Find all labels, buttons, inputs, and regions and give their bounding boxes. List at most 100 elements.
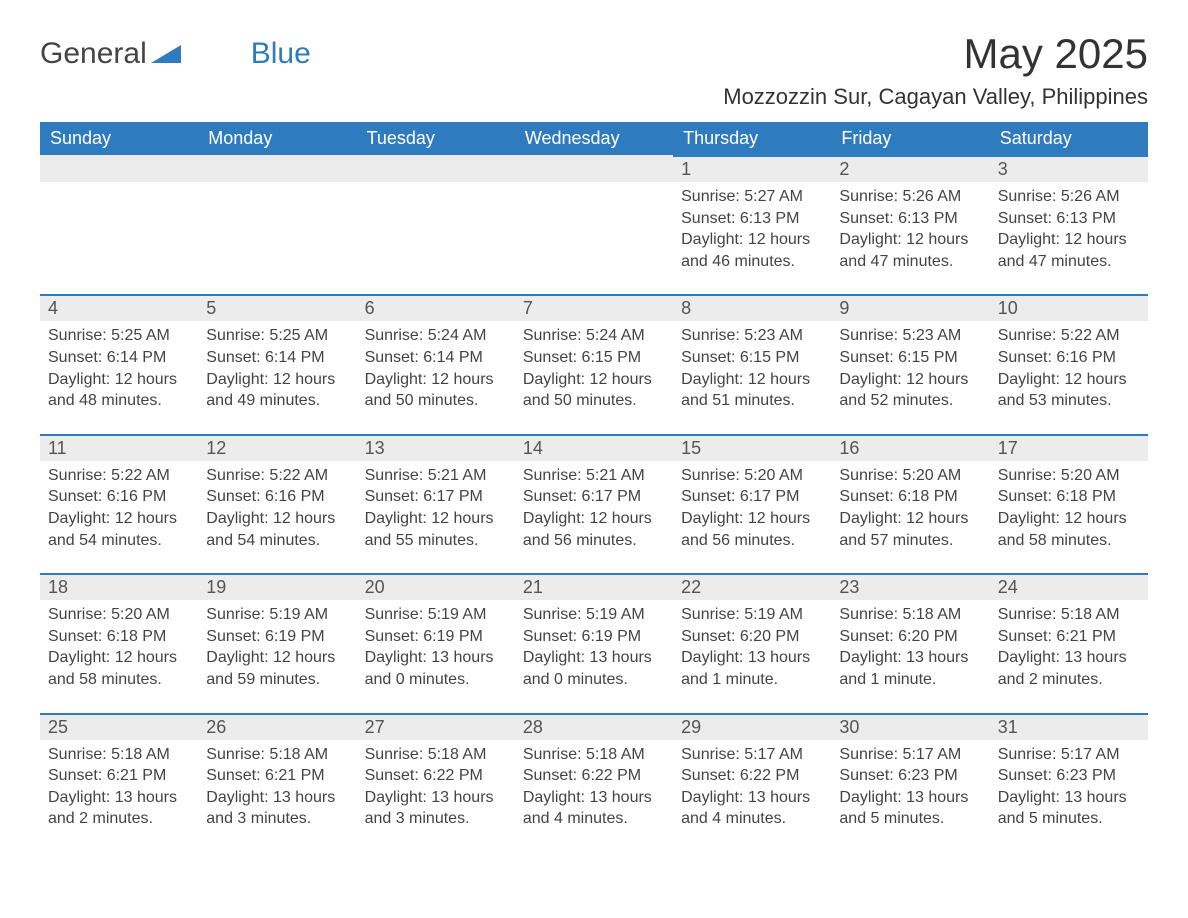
sunset-text: Sunset: 6:15 PM	[839, 347, 981, 369]
day-cell: Sunrise: 5:22 AMSunset: 6:16 PMDaylight:…	[40, 461, 198, 551]
day1-text: Daylight: 13 hours	[681, 647, 823, 669]
day-cell: Sunrise: 5:22 AMSunset: 6:16 PMDaylight:…	[990, 321, 1148, 411]
sunset-text: Sunset: 6:16 PM	[998, 347, 1140, 369]
sunrise-text: Sunrise: 5:19 AM	[523, 604, 665, 626]
sunrise-text: Sunrise: 5:24 AM	[523, 325, 665, 347]
sunset-text: Sunset: 6:20 PM	[839, 626, 981, 648]
day-cell: Sunrise: 5:26 AMSunset: 6:13 PMDaylight:…	[990, 182, 1148, 272]
day2-text: and 2 minutes.	[48, 808, 190, 830]
day-cell: Sunrise: 5:24 AMSunset: 6:15 PMDaylight:…	[515, 321, 673, 411]
day2-text: and 57 minutes.	[839, 530, 981, 552]
sunrise-text: Sunrise: 5:20 AM	[48, 604, 190, 626]
day-number: 1	[673, 155, 831, 182]
sunrise-text: Sunrise: 5:20 AM	[681, 465, 823, 487]
day-number: 15	[673, 434, 831, 461]
day2-text: and 47 minutes.	[839, 251, 981, 273]
day-header: Friday	[831, 122, 989, 155]
day1-text: Daylight: 12 hours	[48, 508, 190, 530]
sunset-text: Sunset: 6:23 PM	[998, 765, 1140, 787]
day-cell: Sunrise: 5:22 AMSunset: 6:16 PMDaylight:…	[198, 461, 356, 551]
day-cell: Sunrise: 5:17 AMSunset: 6:22 PMDaylight:…	[673, 740, 831, 830]
sunset-text: Sunset: 6:14 PM	[365, 347, 507, 369]
logo-text-blue: Blue	[251, 37, 311, 71]
calendar-table: SundayMondayTuesdayWednesdayThursdayFrid…	[40, 122, 1148, 830]
day2-text: and 53 minutes.	[998, 390, 1140, 412]
day2-text: and 5 minutes.	[998, 808, 1140, 830]
day-cell: Sunrise: 5:20 AMSunset: 6:17 PMDaylight:…	[673, 461, 831, 551]
day1-text: Daylight: 12 hours	[48, 369, 190, 391]
day1-text: Daylight: 12 hours	[839, 229, 981, 251]
day-cell: Sunrise: 5:18 AMSunset: 6:20 PMDaylight:…	[831, 600, 989, 690]
day-number	[40, 155, 198, 182]
sunrise-text: Sunrise: 5:25 AM	[206, 325, 348, 347]
sunrise-text: Sunrise: 5:26 AM	[839, 186, 981, 208]
day2-text: and 58 minutes.	[998, 530, 1140, 552]
sunrise-text: Sunrise: 5:18 AM	[523, 744, 665, 766]
day-number: 18	[40, 573, 198, 600]
sunrise-text: Sunrise: 5:17 AM	[998, 744, 1140, 766]
day1-text: Daylight: 12 hours	[365, 508, 507, 530]
sunrise-text: Sunrise: 5:19 AM	[681, 604, 823, 626]
day1-text: Daylight: 13 hours	[365, 647, 507, 669]
day-number: 14	[515, 434, 673, 461]
sunrise-text: Sunrise: 5:27 AM	[681, 186, 823, 208]
day-cell: Sunrise: 5:25 AMSunset: 6:14 PMDaylight:…	[40, 321, 198, 411]
day2-text: and 48 minutes.	[48, 390, 190, 412]
day1-text: Daylight: 12 hours	[681, 229, 823, 251]
day-cell: Sunrise: 5:18 AMSunset: 6:21 PMDaylight:…	[198, 740, 356, 830]
sunrise-text: Sunrise: 5:25 AM	[48, 325, 190, 347]
day1-text: Daylight: 13 hours	[523, 787, 665, 809]
day1-text: Daylight: 12 hours	[523, 369, 665, 391]
day1-text: Daylight: 12 hours	[48, 647, 190, 669]
day-cell: Sunrise: 5:18 AMSunset: 6:21 PMDaylight:…	[990, 600, 1148, 690]
sunset-text: Sunset: 6:20 PM	[681, 626, 823, 648]
sunset-text: Sunset: 6:23 PM	[839, 765, 981, 787]
day2-text: and 4 minutes.	[523, 808, 665, 830]
day-number: 30	[831, 713, 989, 740]
day-number	[515, 155, 673, 182]
day-header: Saturday	[990, 122, 1148, 155]
day1-text: Daylight: 12 hours	[839, 369, 981, 391]
day2-text: and 1 minute.	[681, 669, 823, 691]
logo-text-general: General	[40, 37, 147, 71]
day-number	[357, 155, 515, 182]
day1-text: Daylight: 13 hours	[365, 787, 507, 809]
sunset-text: Sunset: 6:21 PM	[998, 626, 1140, 648]
day-cell: Sunrise: 5:17 AMSunset: 6:23 PMDaylight:…	[990, 740, 1148, 830]
day-cell: Sunrise: 5:23 AMSunset: 6:15 PMDaylight:…	[673, 321, 831, 411]
day-cell: Sunrise: 5:20 AMSunset: 6:18 PMDaylight:…	[40, 600, 198, 690]
day-cell	[357, 182, 515, 272]
sunset-text: Sunset: 6:21 PM	[48, 765, 190, 787]
day-number: 22	[673, 573, 831, 600]
sunrise-text: Sunrise: 5:22 AM	[206, 465, 348, 487]
logo: General Blue	[40, 37, 311, 71]
day1-text: Daylight: 12 hours	[681, 369, 823, 391]
day-number: 29	[673, 713, 831, 740]
sunrise-text: Sunrise: 5:19 AM	[365, 604, 507, 626]
day2-text: and 54 minutes.	[206, 530, 348, 552]
day1-text: Daylight: 12 hours	[998, 229, 1140, 251]
day-cell: Sunrise: 5:26 AMSunset: 6:13 PMDaylight:…	[831, 182, 989, 272]
day1-text: Daylight: 13 hours	[998, 647, 1140, 669]
sunrise-text: Sunrise: 5:22 AM	[998, 325, 1140, 347]
day2-text: and 50 minutes.	[523, 390, 665, 412]
sunset-text: Sunset: 6:19 PM	[365, 626, 507, 648]
day2-text: and 2 minutes.	[998, 669, 1140, 691]
day2-text: and 56 minutes.	[523, 530, 665, 552]
day-number: 20	[357, 573, 515, 600]
day-number: 6	[357, 294, 515, 321]
sunset-text: Sunset: 6:15 PM	[681, 347, 823, 369]
sunset-text: Sunset: 6:21 PM	[206, 765, 348, 787]
sunrise-text: Sunrise: 5:18 AM	[206, 744, 348, 766]
location-text: Mozzozzin Sur, Cagayan Valley, Philippin…	[40, 84, 1148, 110]
day2-text: and 5 minutes.	[839, 808, 981, 830]
sunset-text: Sunset: 6:17 PM	[365, 486, 507, 508]
day-cell: Sunrise: 5:18 AMSunset: 6:22 PMDaylight:…	[515, 740, 673, 830]
day-number: 21	[515, 573, 673, 600]
day-cell: Sunrise: 5:19 AMSunset: 6:20 PMDaylight:…	[673, 600, 831, 690]
day-cell: Sunrise: 5:19 AMSunset: 6:19 PMDaylight:…	[198, 600, 356, 690]
day-cell: Sunrise: 5:21 AMSunset: 6:17 PMDaylight:…	[357, 461, 515, 551]
day2-text: and 3 minutes.	[365, 808, 507, 830]
day-cell: Sunrise: 5:18 AMSunset: 6:21 PMDaylight:…	[40, 740, 198, 830]
day-cell: Sunrise: 5:19 AMSunset: 6:19 PMDaylight:…	[357, 600, 515, 690]
